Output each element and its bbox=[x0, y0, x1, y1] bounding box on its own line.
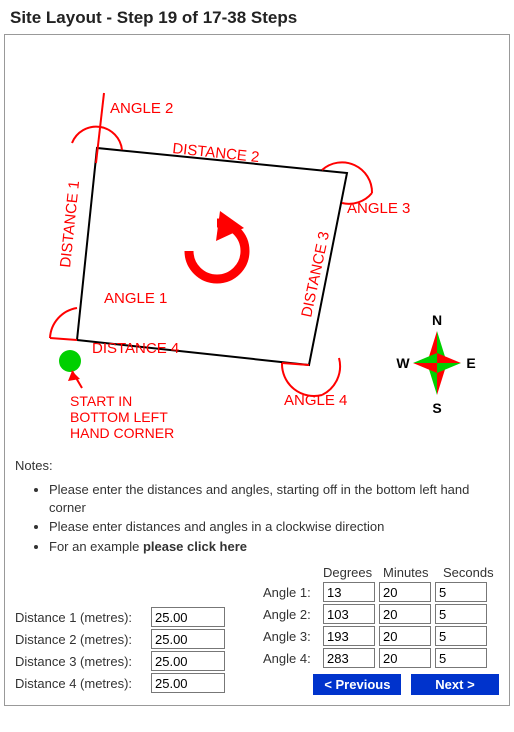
angle4-deg-input[interactable] bbox=[323, 648, 375, 668]
button-row: < Previous Next > bbox=[263, 674, 499, 695]
angle1-label: Angle 1: bbox=[263, 585, 319, 600]
label-angle4: ANGLE 4 bbox=[284, 392, 347, 409]
label-distance1: DISTANCE 1 bbox=[57, 180, 83, 269]
next-button[interactable]: Next > bbox=[411, 674, 499, 695]
header-degrees: Degrees bbox=[323, 565, 379, 580]
compass-icon: N S E W bbox=[396, 312, 475, 416]
svg-text:W: W bbox=[396, 355, 410, 371]
angle4-min-input[interactable] bbox=[379, 648, 431, 668]
angle3-deg-input[interactable] bbox=[323, 626, 375, 646]
label-angle3: ANGLE 3 bbox=[347, 200, 410, 217]
header-seconds: Seconds bbox=[443, 565, 499, 580]
angle3-min-input[interactable] bbox=[379, 626, 431, 646]
label-start-1: START IN bbox=[70, 393, 132, 409]
distance3-input[interactable] bbox=[151, 651, 225, 671]
angle3-sec-input[interactable] bbox=[435, 626, 487, 646]
label-angle1: ANGLE 1 bbox=[104, 290, 167, 307]
angle2-sec-input[interactable] bbox=[435, 604, 487, 624]
note-item: For an example please click here bbox=[49, 538, 499, 556]
angle1-sec-input[interactable] bbox=[435, 582, 487, 602]
angle3-label: Angle 3: bbox=[263, 629, 319, 644]
angle2-label: Angle 2: bbox=[263, 607, 319, 622]
distance1-input[interactable] bbox=[151, 607, 225, 627]
notes-label: Notes: bbox=[15, 458, 499, 473]
notes-list: Please enter the distances and angles, s… bbox=[15, 481, 499, 555]
angle2-min-input[interactable] bbox=[379, 604, 431, 624]
example-link[interactable]: please click here bbox=[143, 539, 247, 554]
distances-column: Distance 1 (metres): Distance 2 (metres)… bbox=[15, 605, 225, 695]
label-start-3: HAND CORNER bbox=[70, 425, 174, 441]
header-minutes: Minutes bbox=[383, 565, 439, 580]
distance3-label: Distance 3 (metres): bbox=[15, 654, 147, 669]
form-area: Distance 1 (metres): Distance 2 (metres)… bbox=[15, 565, 499, 695]
angle-headers: Degrees Minutes Seconds bbox=[323, 565, 499, 580]
label-distance2: DISTANCE 2 bbox=[172, 140, 261, 166]
note-item: Please enter the distances and angles, s… bbox=[49, 481, 499, 516]
distance2-input[interactable] bbox=[151, 629, 225, 649]
distance4-label: Distance 4 (metres): bbox=[15, 676, 147, 691]
angles-column: Degrees Minutes Seconds Angle 1: Angle 2… bbox=[263, 565, 499, 695]
note-example-prefix: For an example bbox=[49, 539, 143, 554]
angle4-label: Angle 4: bbox=[263, 651, 319, 666]
svg-text:S: S bbox=[432, 400, 441, 416]
note-item: Please enter distances and angles in a c… bbox=[49, 518, 499, 536]
label-angle2: ANGLE 2 bbox=[110, 100, 173, 117]
page-title: Site Layout - Step 19 of 17-38 Steps bbox=[0, 0, 514, 34]
distance2-label: Distance 2 (metres): bbox=[15, 632, 147, 647]
svg-text:E: E bbox=[466, 355, 475, 371]
distance1-label: Distance 1 (metres): bbox=[15, 610, 147, 625]
svg-text:N: N bbox=[432, 312, 442, 328]
main-panel: ANGLE 2 ANGLE 3 ANGLE 1 ANGLE 4 DISTANCE… bbox=[4, 34, 510, 706]
angle1-min-input[interactable] bbox=[379, 582, 431, 602]
angle2-deg-input[interactable] bbox=[323, 604, 375, 624]
label-start-2: BOTTOM LEFT bbox=[70, 409, 168, 425]
site-diagram: ANGLE 2 ANGLE 3 ANGLE 1 ANGLE 4 DISTANCE… bbox=[15, 35, 499, 450]
distance4-input[interactable] bbox=[151, 673, 225, 693]
previous-button[interactable]: < Previous bbox=[313, 674, 401, 695]
label-distance4: DISTANCE 4 bbox=[92, 340, 179, 357]
angle4-sec-input[interactable] bbox=[435, 648, 487, 668]
angle1-deg-input[interactable] bbox=[323, 582, 375, 602]
